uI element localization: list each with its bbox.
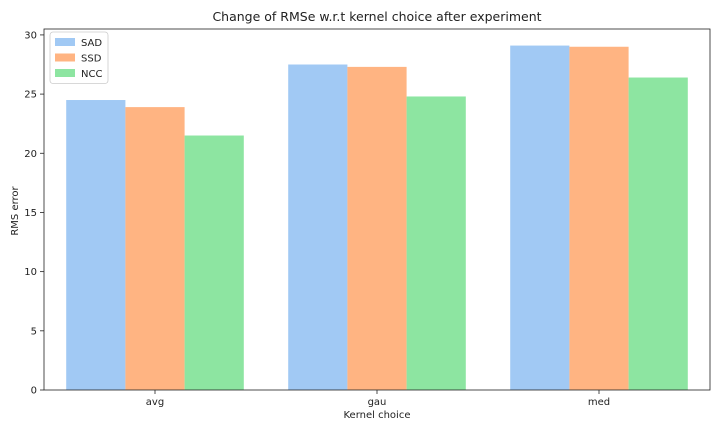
y-axis-label: RMS error [10, 185, 21, 235]
y-tick-label: 20 [24, 149, 37, 160]
legend-swatch-sad [55, 38, 75, 46]
y-tick-label: 15 [24, 208, 37, 219]
y-tick-label: 5 [31, 326, 37, 337]
bar-ncc-gau [406, 96, 466, 390]
y-tick-label: 25 [24, 90, 37, 101]
x-axis-label: Kernel choice [344, 410, 411, 421]
y-tick-label: 30 [24, 30, 37, 41]
legend-swatch-ncc [55, 69, 75, 77]
chart-title: Change of RMSe w.r.t kernel choice after… [212, 9, 541, 24]
plot-area [43, 28, 711, 391]
x-tick-label: med [588, 397, 610, 408]
y-axis: 0 5 10 15 20 25 30 [24, 30, 44, 397]
legend-label-ncc: NCC [81, 69, 102, 80]
x-tick-label: avg [146, 397, 164, 408]
bar-sad-med [510, 45, 570, 390]
bar-sad-avg [66, 100, 126, 391]
bar-ncc-avg [184, 135, 244, 390]
x-tick-label: gau [368, 397, 387, 408]
bar-ssd-gau [347, 66, 407, 390]
bar-ncc-med [628, 77, 688, 390]
x-axis: avg gau med [146, 390, 610, 408]
bar-ssd-med [569, 46, 629, 390]
legend-swatch-ssd [55, 53, 75, 62]
legend-label-sad: SAD [81, 38, 102, 49]
legend-label-ssd: SSD [81, 54, 102, 65]
bar-sad-gau [288, 64, 348, 390]
legend: SAD SSD NCC [49, 31, 109, 84]
bar-ssd-avg [125, 107, 185, 391]
y-tick-label: 10 [24, 267, 37, 278]
y-tick-label: 0 [31, 386, 37, 397]
